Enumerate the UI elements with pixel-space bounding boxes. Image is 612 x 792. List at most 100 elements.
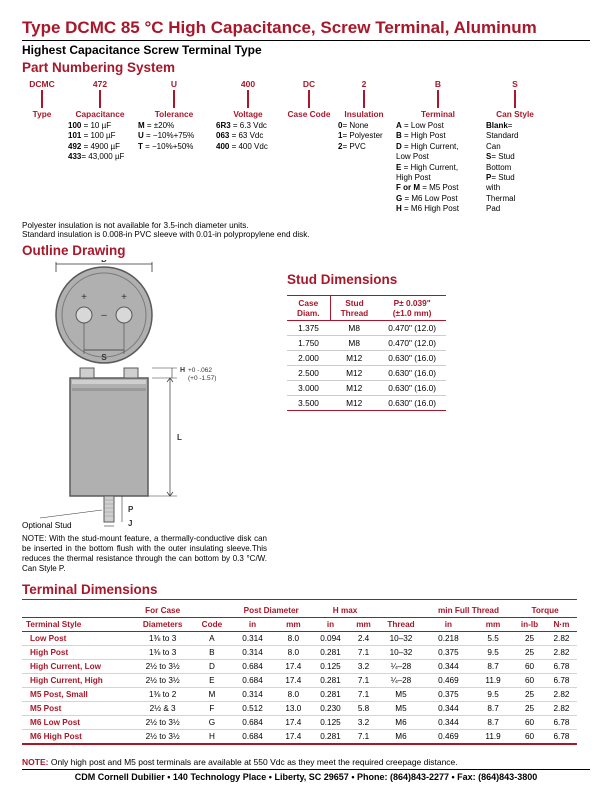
term-cell: B: [193, 646, 230, 660]
term-cell: 2½ & 3: [132, 702, 194, 716]
term-cell: 6.78: [546, 716, 577, 730]
term-cell: 7.1: [349, 674, 378, 688]
term-cell: M: [193, 688, 230, 702]
term-cell: 6.78: [546, 660, 577, 674]
pns-body: 0= None1= Polyester2= PVC: [338, 121, 390, 152]
stud-cell: 2.000: [287, 351, 330, 366]
stud-cell: 3.000: [287, 381, 330, 396]
term-sub-th: Terminal Style: [22, 618, 132, 632]
term-cell: High Post: [22, 646, 132, 660]
pns-connector-line: [308, 90, 310, 108]
stud-cell: M8: [330, 336, 378, 351]
table-row: 1.375M80.470" (12.0): [287, 321, 446, 336]
term-cell: 2½ to 3½: [132, 660, 194, 674]
pns-code: 400: [216, 79, 280, 89]
term-cell: F: [193, 702, 230, 716]
term-cell: A: [193, 632, 230, 646]
stud-cell: M12: [330, 351, 378, 366]
footnote: NOTE: Only high post and M5 post termina…: [22, 757, 590, 770]
term-sub-th: Thread: [378, 618, 424, 632]
term-cell: 6.78: [546, 674, 577, 688]
stud-th: CaseDiam.: [287, 296, 330, 321]
term-cell: 11.9: [473, 674, 513, 688]
svg-text:+: +: [121, 292, 127, 303]
page-footer: CDM Cornell Dubilier • 140 Technology Pl…: [22, 772, 590, 782]
term-cell: 25: [513, 688, 546, 702]
term-sub-th: in: [312, 618, 349, 632]
svg-text:+0 -.062: +0 -.062: [188, 367, 212, 374]
term-cell: 5.8: [349, 702, 378, 716]
term-cell: 0.684: [230, 660, 274, 674]
term-cell: 3.2: [349, 660, 378, 674]
pns-body: M = ±20%U = −10%+75%T = −10%+50%: [138, 121, 210, 152]
pns-connector-line: [173, 90, 175, 108]
term-cell: 1⅜ to 2: [132, 688, 194, 702]
term-cell: High Current, Low: [22, 660, 132, 674]
term-cell: 0.512: [230, 702, 274, 716]
pns-header: Terminal: [396, 109, 480, 119]
pns-connector-line: [99, 90, 101, 108]
pns-connector-line: [247, 90, 249, 108]
pns-code: U: [138, 79, 210, 89]
pns-header: Type: [22, 109, 62, 119]
table-row: High Current, High2½ to 3½E0.68417.40.28…: [22, 674, 577, 688]
term-group-th: [378, 604, 424, 618]
svg-text:+: +: [81, 292, 87, 303]
term-sub-th: mm: [473, 618, 513, 632]
term-cell: 10–32: [378, 632, 424, 646]
table-row: M6 High Post2½ to 3½H0.68417.40.2817.1M6…: [22, 730, 577, 744]
term-sub-th: Code: [193, 618, 230, 632]
stud-cell: 0.470" (12.0): [378, 336, 446, 351]
term-cell: 7.1: [349, 688, 378, 702]
term-cell: 8.0: [275, 646, 312, 660]
term-cell: 10–32: [378, 646, 424, 660]
pns-connector-line: [363, 90, 365, 108]
pns-code: DC: [286, 79, 332, 89]
term-cell: M5 Post, Small: [22, 688, 132, 702]
stud-cell: M8: [330, 321, 378, 336]
drawing-note: NOTE: With the stud-mount feature, a the…: [22, 534, 267, 574]
term-cell: 60: [513, 730, 546, 744]
svg-text:(+0 -1.57): (+0 -1.57): [188, 375, 216, 382]
term-cell: G: [193, 716, 230, 730]
term-cell: 25: [513, 646, 546, 660]
pns-body: 6R3 = 6.3 Vdc063 = 63 Vdc400 = 400 Vdc: [216, 121, 280, 152]
table-row: High Current, Low2½ to 3½D0.68417.40.125…: [22, 660, 577, 674]
term-group-th: Post Diameter: [230, 604, 312, 618]
pns-connector-line: [514, 90, 516, 108]
term-cell: 60: [513, 660, 546, 674]
term-cell: D: [193, 660, 230, 674]
term-cell: 11.9: [473, 730, 513, 744]
term-cell: M6: [378, 730, 424, 744]
term-cell: 8.7: [473, 660, 513, 674]
term-group-th: H max: [312, 604, 378, 618]
stud-cell: 2.500: [287, 366, 330, 381]
svg-text:D: D: [101, 260, 107, 264]
term-cell: 5.5: [473, 632, 513, 646]
svg-text:H: H: [180, 367, 185, 374]
term-sub-th: in: [230, 618, 274, 632]
pns-body: Blank= Standard CanS= Stud BottomP= Stud…: [486, 121, 544, 215]
term-cell: 0.230: [312, 702, 349, 716]
svg-text:L: L: [177, 433, 182, 442]
table-row: Low Post1⅜ to 3A0.3148.00.0942.410–320.2…: [22, 632, 577, 646]
term-cell: 0.344: [424, 660, 473, 674]
pns-code: B: [396, 79, 480, 89]
term-cell: 8.7: [473, 702, 513, 716]
term-group-th: [193, 604, 230, 618]
term-cell: 0.469: [424, 730, 473, 744]
pns-col: DCMCType: [22, 79, 62, 215]
term-cell: M5: [378, 688, 424, 702]
term-cell: 0.094: [312, 632, 349, 646]
pns-col: BTerminalA = Low PostB = High PostD = Hi…: [396, 79, 480, 215]
svg-text:S: S: [101, 353, 107, 362]
term-cell: 2½ to 3½: [132, 716, 194, 730]
pns-col: 2Insulation0= None1= Polyester2= PVC: [338, 79, 390, 215]
term-group-th: min Full Thread: [424, 604, 513, 618]
term-cell: 0.684: [230, 730, 274, 744]
term-cell: 0.314: [230, 688, 274, 702]
term-cell: ¼–28: [378, 674, 424, 688]
term-cell: 17.4: [275, 716, 312, 730]
term-cell: H: [193, 730, 230, 744]
note-line-2: Standard insulation is 0.008-in PVC slee…: [22, 230, 590, 240]
